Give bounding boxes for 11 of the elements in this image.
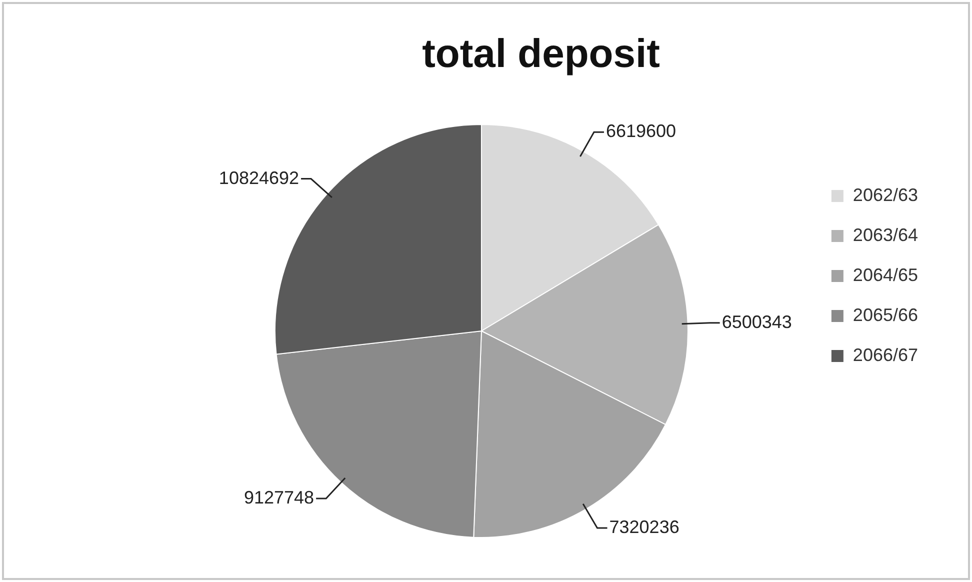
chart-title: total deposit [422, 32, 660, 76]
data-label: 7320236 [609, 516, 680, 537]
legend-label: 2065/66 [852, 304, 918, 325]
legend-label: 2062/63 [852, 184, 918, 205]
data-label: 10824692 [218, 168, 300, 188]
legend-label: 2066/67 [852, 344, 918, 365]
data-label: 6619600 [606, 121, 676, 142]
data-label: 6500343 [722, 312, 792, 332]
legend-label: 2063/64 [852, 224, 918, 245]
data-label: 9127748 [244, 487, 314, 508]
legend-label: 2064/65 [852, 264, 918, 285]
